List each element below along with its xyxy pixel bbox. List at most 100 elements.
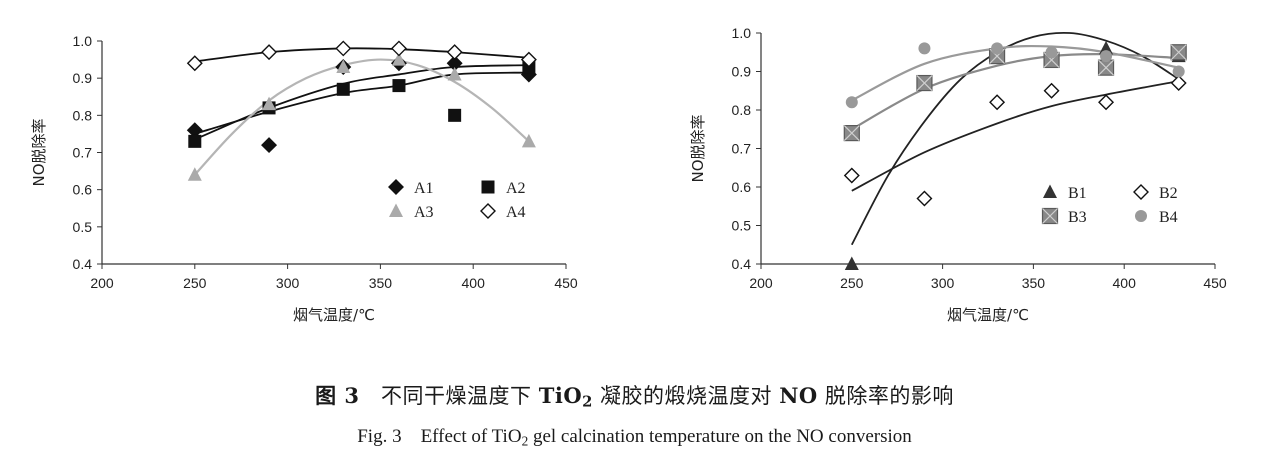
caption-cn-chem-sub: 2 <box>582 393 593 411</box>
legend-label-b1: B1 <box>1068 185 1087 202</box>
series-b4 <box>845 42 1185 109</box>
data-point-b2 <box>1098 94 1115 111</box>
data-point-b3 <box>1097 59 1115 76</box>
y-tick-label: 0.4 <box>73 256 93 272</box>
legend-label-b2: B2 <box>1159 185 1178 202</box>
chart-left: 0.4 0.5 0.6 0.7 0.8 0.9 1.0 200 250 300 350 400 450 烟… <box>30 33 578 324</box>
data-point-b3 <box>843 124 860 142</box>
trendline-b1 <box>851 31 1180 246</box>
x-tick-label: 250 <box>183 275 207 291</box>
series-b2 <box>843 75 1187 207</box>
legend-marker-a4 <box>480 203 496 219</box>
legend-marker-a2 <box>481 180 495 194</box>
data-point-a3 <box>336 59 351 74</box>
data-point-b2 <box>1170 75 1187 92</box>
x-tick-label: 400 <box>1113 275 1137 291</box>
caption-english: Fig. 3 Effect of TiO2 gel calcination te… <box>0 426 1269 449</box>
legend-label-a2: A2 <box>506 180 526 197</box>
legend: A1 A2 A3 A4 <box>388 179 526 221</box>
legend-marker-a1 <box>388 179 404 195</box>
data-point-a4 <box>520 51 537 68</box>
caption-en-chem-sub: 2 <box>521 433 529 449</box>
data-point-b1 <box>844 256 859 270</box>
data-point-a3 <box>521 133 536 148</box>
data-point-a2 <box>448 108 462 122</box>
data-point-a3 <box>187 167 202 181</box>
y-tick-label: 0.5 <box>732 218 752 234</box>
y-tick-label: 0.9 <box>73 70 93 86</box>
x-tick-label: 250 <box>840 275 864 291</box>
series-b1 <box>844 40 1186 270</box>
legend-marker-b3 <box>1041 207 1059 225</box>
y-axis-title: NO脱除率 <box>30 118 48 186</box>
trendline-a2 <box>194 64 529 141</box>
data-point-b4 <box>918 42 931 55</box>
data-point-a1 <box>261 137 278 154</box>
data-point-b2 <box>916 190 933 207</box>
y-tick-label: 1.0 <box>732 25 752 41</box>
y-tick-label: 0.4 <box>732 256 752 272</box>
legend-label-b3: B3 <box>1068 209 1087 226</box>
y-axis-title: NO脱除率 <box>689 114 707 182</box>
series-a3 <box>187 52 536 181</box>
trendline-b2 <box>851 80 1179 192</box>
caption-chinese: 图 3 不同干燥温度下 TiO2 凝胶的煅烧温度对 NO 脱除率的影响 <box>0 380 1269 411</box>
data-point-a4 <box>261 44 278 61</box>
data-point-b2 <box>843 167 860 184</box>
data-point-b4 <box>1045 46 1058 59</box>
series-a4 <box>186 40 537 72</box>
data-point-b2 <box>989 94 1006 111</box>
data-point-b4 <box>1172 65 1185 78</box>
trendline-a1 <box>194 71 529 135</box>
y-tick-label: 1.0 <box>73 33 93 49</box>
data-point-a4 <box>186 55 203 72</box>
data-point-b3-cross <box>843 125 860 142</box>
x-tick-label: 450 <box>554 275 578 291</box>
legend-marker-b4 <box>1135 210 1147 222</box>
data-point-a3 <box>391 52 406 66</box>
y-tick-label: 0.7 <box>732 141 752 157</box>
y-tick-label: 0.7 <box>73 145 93 161</box>
data-point-b4 <box>991 42 1004 55</box>
y-tick-label: 0.8 <box>73 107 93 123</box>
x-tick-label: 450 <box>1203 275 1227 291</box>
caption-cn-text-c: 脱除率的影响 <box>824 384 954 408</box>
y-tick-label: 0.9 <box>732 64 752 80</box>
x-tick-label: 300 <box>931 275 955 291</box>
data-point-b2 <box>1043 82 1060 99</box>
legend-marker-b3-cross <box>1042 208 1058 224</box>
x-tick-label: 400 <box>462 275 486 291</box>
caption-cn-chem: TiO2 <box>538 383 593 411</box>
trendline-a3 <box>193 58 530 176</box>
series-b3 <box>843 44 1187 142</box>
legend-label-a4: A4 <box>506 204 526 221</box>
data-point-a3 <box>262 96 277 111</box>
legend-label-b4: B4 <box>1159 209 1178 226</box>
legend-marker-b1 <box>1043 184 1057 198</box>
y-tick-label: 0.5 <box>73 219 93 235</box>
legend-label-a1: A1 <box>414 180 434 197</box>
x-tick-label: 200 <box>90 275 114 291</box>
chart-right: 0.4 0.5 0.6 0.7 0.8 0.9 1.0 200 250 300 350 400 450 烟… <box>689 25 1227 324</box>
y-tick-label: 0.6 <box>73 182 93 198</box>
data-point-a4 <box>390 40 407 57</box>
series-a1 <box>186 55 537 154</box>
data-point-a2 <box>392 79 406 93</box>
x-tick-label: 300 <box>276 275 300 291</box>
trendline-b4 <box>851 44 1179 102</box>
caption-cn-text-b: 凝胶的煅烧温度对 <box>600 384 773 408</box>
x-tick-label: 200 <box>749 275 773 291</box>
trendline-a4 <box>194 47 529 63</box>
caption-en-text-a: Effect of TiO <box>420 426 522 447</box>
y-tick-label: 0.6 <box>732 179 752 195</box>
x-tick-label: 350 <box>1022 275 1046 291</box>
y-tick-label: 0.8 <box>732 102 752 118</box>
caption-cn-no: NO <box>779 383 818 408</box>
data-point-a4 <box>446 44 463 61</box>
data-point-b3-cross <box>1170 44 1187 61</box>
data-point-a2 <box>336 82 350 96</box>
caption-cn-chem-main: TiO <box>538 383 583 408</box>
data-point-a3 <box>447 66 462 81</box>
caption-en-figure-label: Fig. 3 <box>357 426 402 447</box>
legend-marker-a3 <box>389 203 403 217</box>
